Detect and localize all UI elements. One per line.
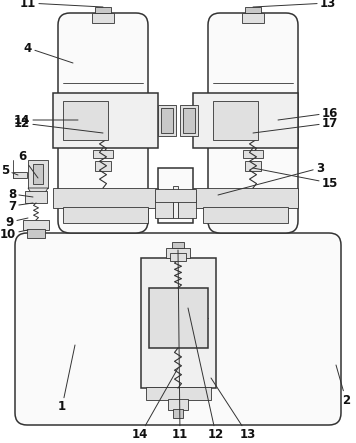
Bar: [141, 258, 216, 388]
Bar: [166, 248, 190, 258]
Text: 12: 12: [14, 117, 103, 133]
Bar: [168, 399, 188, 410]
Bar: [25, 191, 47, 203]
Bar: [155, 189, 196, 202]
Text: 2: 2: [336, 365, 350, 407]
Text: 8: 8: [8, 187, 33, 201]
Bar: [180, 105, 198, 136]
FancyBboxPatch shape: [58, 13, 148, 233]
Text: 16: 16: [278, 106, 338, 120]
Bar: [203, 207, 288, 223]
Bar: [193, 93, 298, 148]
Text: 17: 17: [253, 117, 338, 133]
Bar: [170, 253, 186, 261]
Bar: [242, 13, 264, 23]
Bar: [213, 101, 258, 140]
Text: 5: 5: [1, 163, 18, 176]
Text: 9: 9: [6, 215, 28, 229]
Bar: [33, 164, 43, 184]
FancyBboxPatch shape: [208, 13, 298, 233]
Bar: [53, 93, 158, 148]
Bar: [173, 186, 178, 218]
Bar: [161, 108, 173, 133]
Bar: [63, 101, 108, 140]
Bar: [146, 387, 211, 400]
Text: 11: 11: [172, 250, 188, 442]
Bar: [155, 200, 173, 218]
Text: 6: 6: [18, 149, 38, 178]
Text: 11: 11: [20, 0, 103, 9]
FancyBboxPatch shape: [15, 233, 341, 425]
Text: 10: 10: [0, 228, 28, 241]
Bar: [93, 150, 113, 158]
Bar: [172, 242, 184, 248]
Bar: [178, 200, 196, 218]
Bar: [13, 172, 27, 178]
Text: 1: 1: [58, 345, 75, 413]
Bar: [243, 150, 263, 158]
Bar: [95, 161, 111, 171]
Text: 14: 14: [132, 368, 178, 442]
Text: 13: 13: [253, 0, 336, 9]
Bar: [158, 105, 176, 136]
Bar: [245, 161, 261, 171]
Bar: [183, 108, 195, 133]
Bar: [193, 188, 298, 208]
Bar: [23, 220, 49, 230]
Bar: [173, 409, 183, 418]
Polygon shape: [28, 188, 48, 196]
Text: 13: 13: [211, 378, 256, 442]
Text: 12: 12: [188, 308, 224, 442]
Bar: [92, 13, 114, 23]
Bar: [158, 168, 193, 223]
Bar: [28, 160, 48, 188]
Bar: [27, 229, 45, 238]
Bar: [245, 7, 261, 13]
Bar: [53, 188, 158, 208]
Bar: [95, 7, 111, 13]
Bar: [149, 288, 208, 348]
Text: 14: 14: [14, 113, 78, 127]
Text: 7: 7: [8, 199, 33, 213]
Text: 3: 3: [218, 162, 324, 195]
Text: 15: 15: [253, 168, 338, 190]
Text: 4: 4: [24, 42, 73, 63]
Bar: [63, 207, 148, 223]
